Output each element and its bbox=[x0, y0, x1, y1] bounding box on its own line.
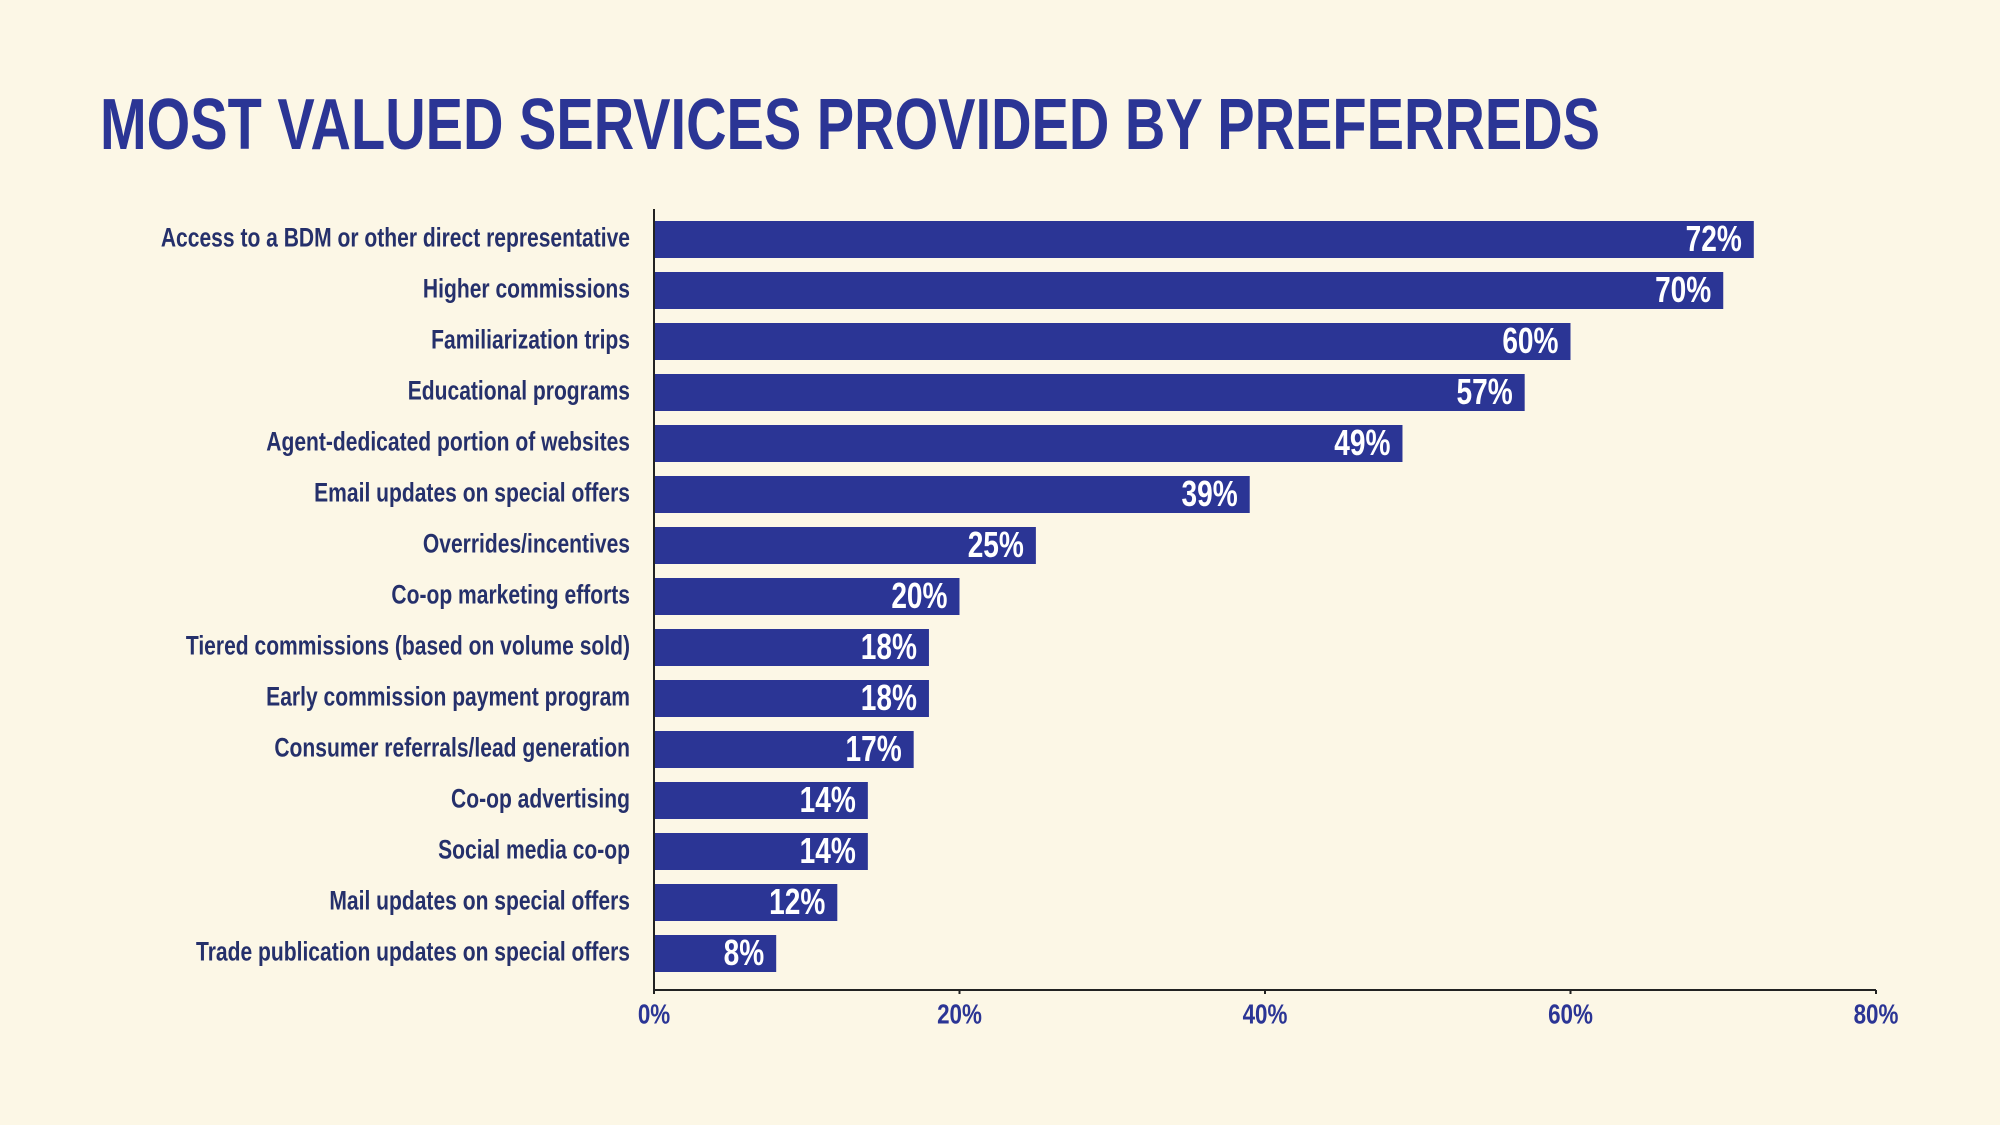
value-label: 49% bbox=[1334, 423, 1390, 463]
bar bbox=[654, 731, 914, 768]
category-label: Consumer referrals/lead generation bbox=[274, 733, 630, 763]
x-tick-label: 0% bbox=[638, 999, 670, 1030]
value-label: 18% bbox=[861, 627, 917, 667]
bar bbox=[654, 833, 868, 870]
bar bbox=[654, 884, 838, 921]
value-label: 72% bbox=[1686, 219, 1742, 259]
x-tick-label: 80% bbox=[1854, 999, 1899, 1030]
x-tick-label: 60% bbox=[1548, 999, 1593, 1030]
bar bbox=[654, 629, 929, 666]
category-label: Educational programs bbox=[408, 376, 630, 406]
chart-title: MOST VALUED SERVICES PROVIDED BY PREFERR… bbox=[100, 85, 1600, 165]
value-label: 57% bbox=[1456, 372, 1512, 412]
bar bbox=[654, 578, 960, 615]
value-label: 14% bbox=[800, 831, 856, 871]
bar bbox=[654, 374, 1525, 411]
bar bbox=[654, 425, 1403, 462]
value-label: 60% bbox=[1502, 321, 1558, 361]
bar bbox=[654, 782, 868, 819]
value-label: 17% bbox=[845, 729, 901, 769]
category-label: Overrides/incentives bbox=[423, 529, 630, 559]
category-label: Mail updates on special offers bbox=[329, 886, 630, 916]
category-label: Co-op advertising bbox=[451, 784, 630, 814]
category-label: Familiarization trips bbox=[431, 325, 630, 355]
bar bbox=[654, 323, 1571, 360]
category-label: Higher commissions bbox=[423, 274, 630, 304]
value-label: 39% bbox=[1182, 474, 1238, 514]
category-label: Email updates on special offers bbox=[314, 478, 630, 508]
category-label: Tiered commissions (based on volume sold… bbox=[186, 631, 630, 661]
category-label: Co-op marketing efforts bbox=[391, 580, 630, 610]
x-tick-label: 40% bbox=[1243, 999, 1288, 1030]
category-label: Access to a BDM or other direct represen… bbox=[161, 223, 630, 253]
bar bbox=[654, 221, 1754, 258]
bar bbox=[654, 272, 1724, 309]
value-label: 14% bbox=[800, 780, 856, 820]
bar bbox=[654, 935, 777, 972]
bar bbox=[654, 527, 1036, 564]
category-label: Agent-dedicated portion of websites bbox=[266, 427, 630, 457]
category-label: Trade publication updates on special off… bbox=[196, 937, 630, 967]
x-tick-label: 20% bbox=[937, 999, 982, 1030]
value-label: 18% bbox=[861, 678, 917, 718]
value-label: 8% bbox=[724, 933, 765, 973]
bar bbox=[654, 476, 1250, 513]
value-label: 12% bbox=[769, 882, 825, 922]
value-label: 25% bbox=[968, 525, 1024, 565]
bar bbox=[654, 680, 929, 717]
value-label: 70% bbox=[1655, 270, 1711, 310]
category-label: Early commission payment program bbox=[266, 682, 630, 712]
value-label: 20% bbox=[891, 576, 947, 616]
category-label: Social media co-op bbox=[438, 835, 630, 865]
